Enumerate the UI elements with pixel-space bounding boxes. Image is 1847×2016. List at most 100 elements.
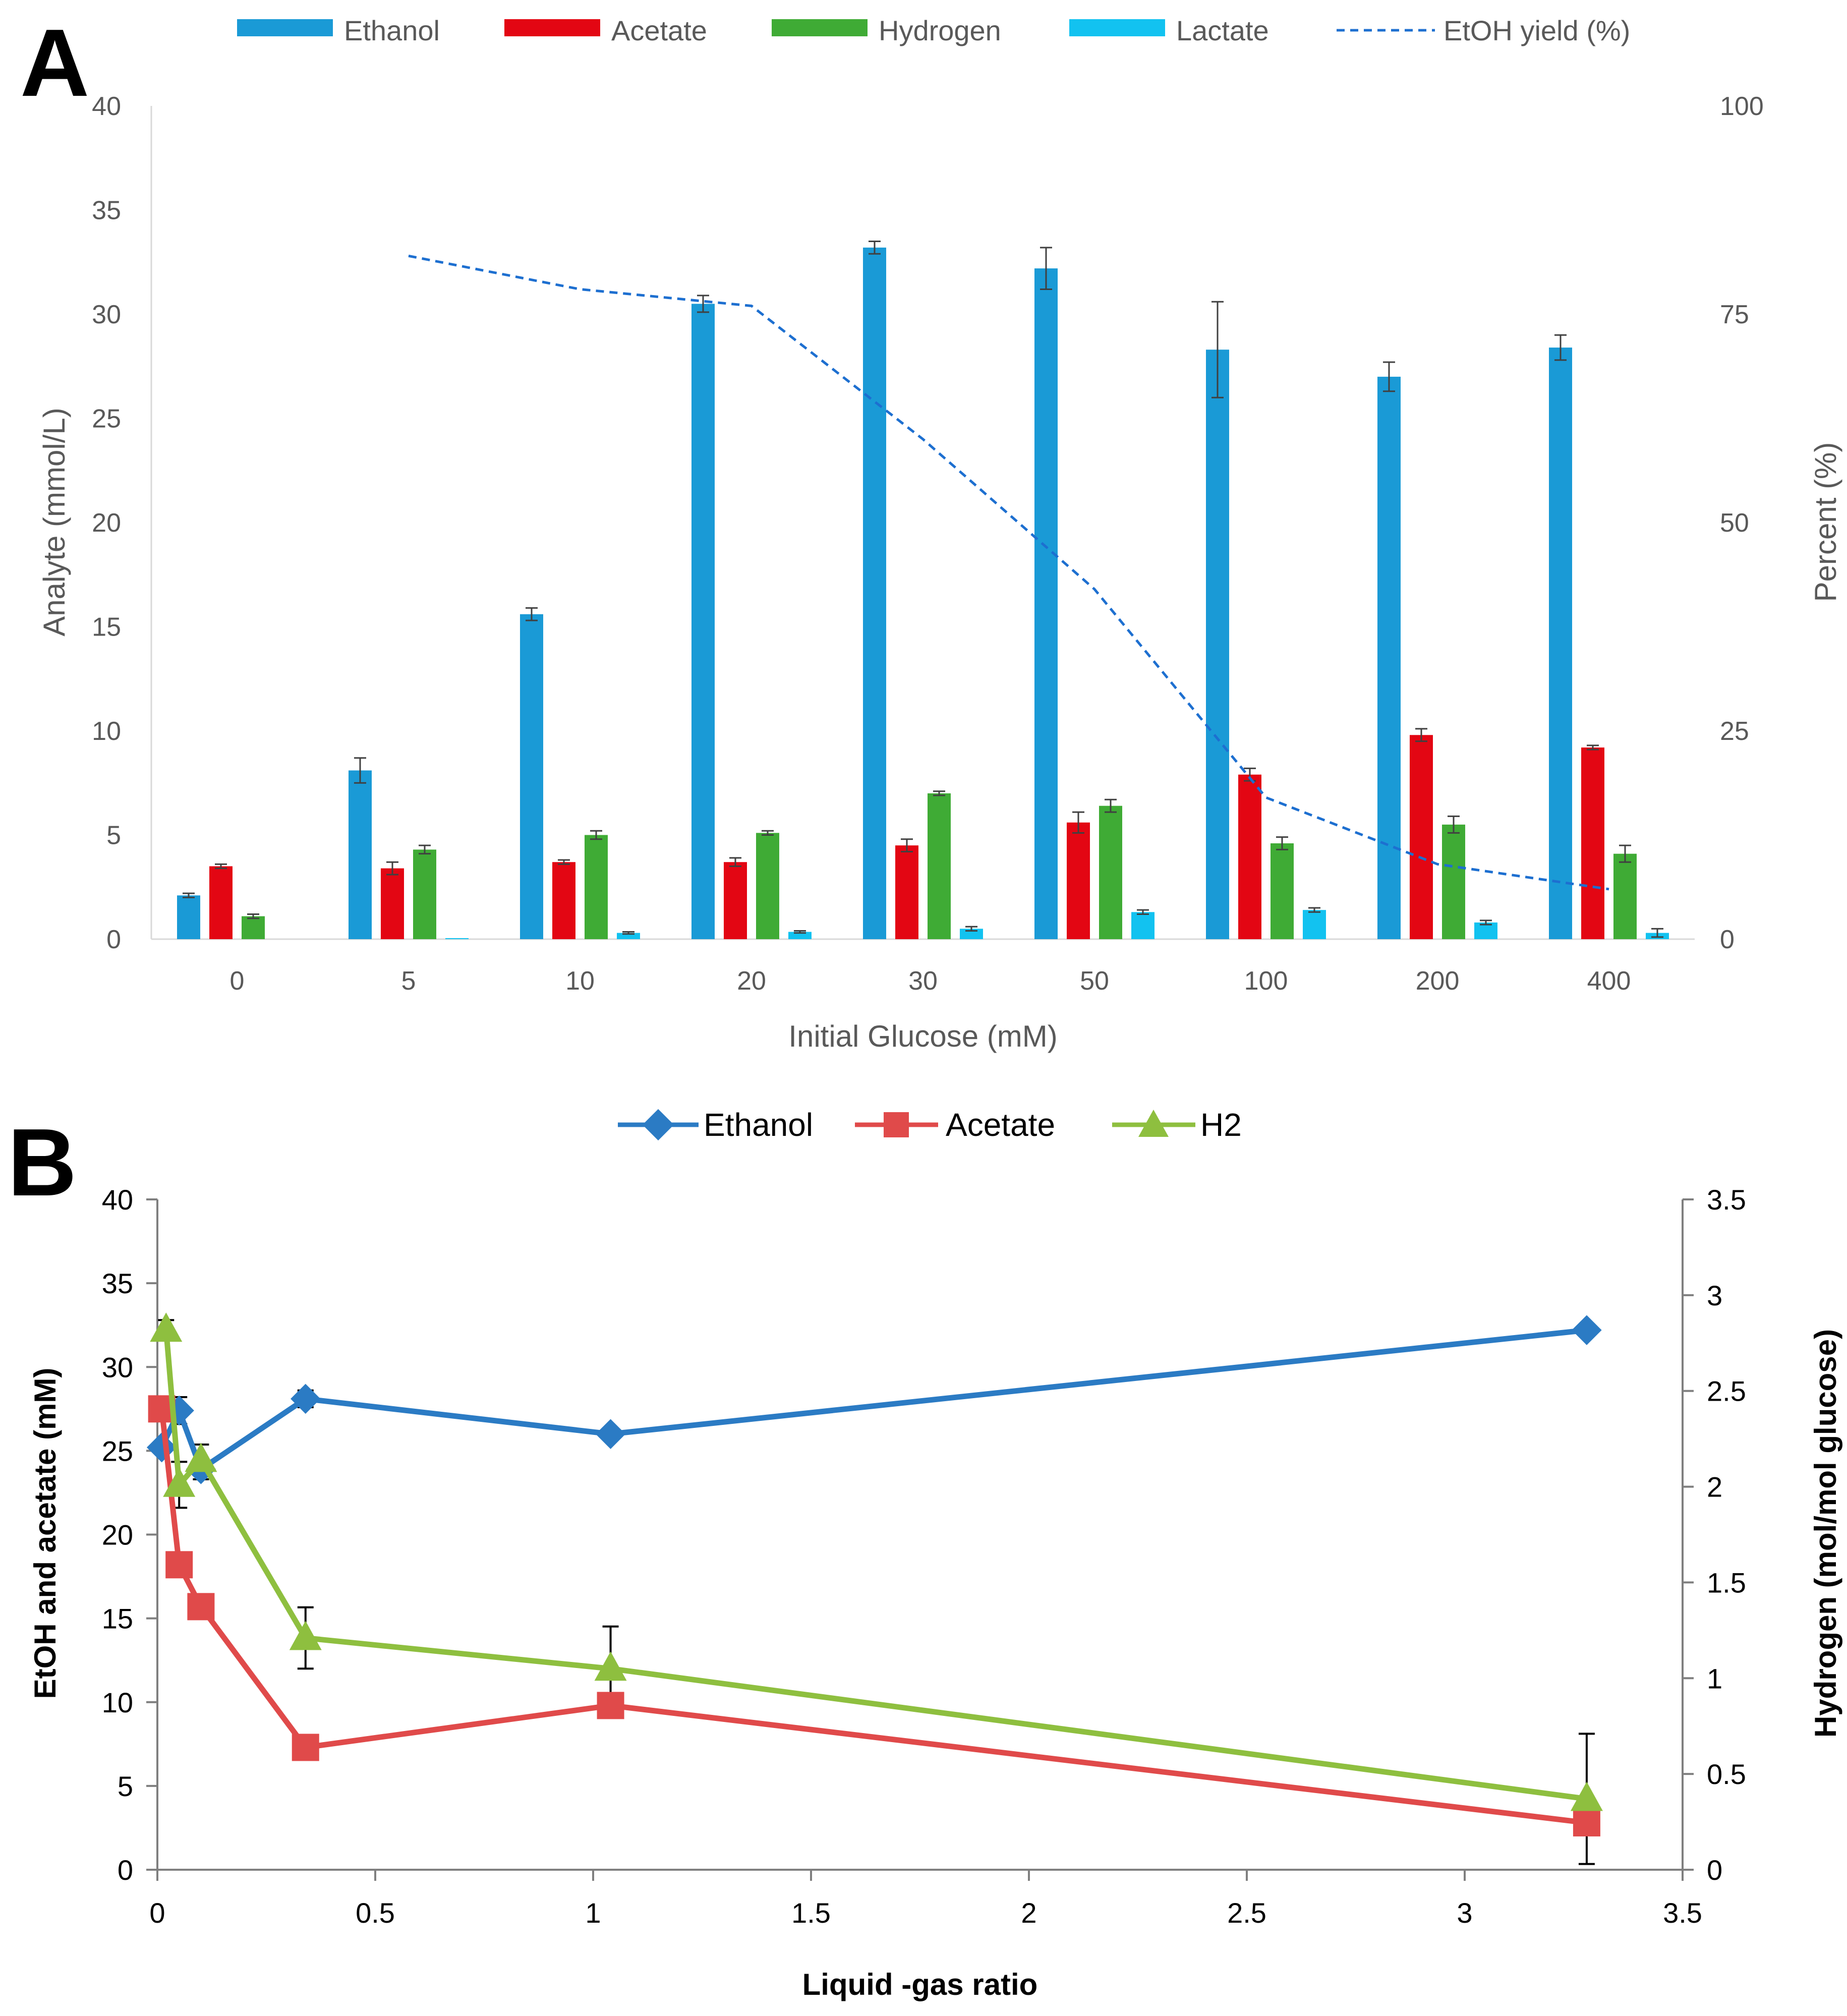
- bar-hydrogen: [928, 793, 951, 939]
- bar-ethanol: [349, 770, 372, 939]
- panel-a-y2-axis-title: Percent (%): [1809, 442, 1842, 602]
- bar-ethanol: [863, 247, 886, 940]
- panel-a-y-tick-label: 20: [92, 508, 121, 538]
- bar-hydrogen: [1442, 824, 1465, 939]
- legend-label-etoh-yield: EtOH yield (%): [1444, 15, 1630, 46]
- panel-a-y-tick-label: 0: [106, 925, 121, 954]
- panel-a-x-tick-label: 30: [908, 966, 938, 996]
- legend-swatch-acetate: [504, 19, 600, 36]
- bar-hydrogen: [585, 835, 608, 939]
- panel-b-y2-tick-label: 2.5: [1707, 1375, 1746, 1407]
- panel-a-y2-tick-label: 75: [1720, 300, 1749, 329]
- point-ethanol: [291, 1384, 321, 1414]
- panel-a-y2-tick-label: 25: [1720, 717, 1749, 746]
- legend-label-h2-b: H2: [1200, 1107, 1242, 1143]
- panel-a-y-tick-label: 5: [106, 821, 121, 850]
- legend-label-lactate: Lactate: [1176, 15, 1269, 46]
- panel-b-x-tick-label: 1: [585, 1897, 601, 1929]
- panel-a-x-tick-label: 10: [565, 966, 595, 996]
- bar-hydrogen: [1271, 843, 1294, 939]
- bar-acetate: [1410, 735, 1433, 939]
- panel-a-x-tick-label: 200: [1416, 966, 1460, 996]
- panel-b-x-tick-label: 2: [1021, 1897, 1036, 1929]
- point-acetate: [597, 1692, 624, 1719]
- bar-lactate: [1303, 910, 1326, 939]
- panel-b-x-tick-label: 0: [149, 1897, 165, 1929]
- panel-a-x-tick-label: 0: [230, 966, 245, 996]
- point-h2: [163, 1467, 196, 1497]
- bar-lactate: [1131, 912, 1155, 939]
- panel-a-y-tick-label: 10: [92, 717, 121, 746]
- bar-ethanol: [1206, 350, 1229, 940]
- panel-b-y2-tick-label: 2: [1707, 1471, 1722, 1503]
- panel-b-x-ticks: 0 0.5 1 1.5 2 2.5 3 3.5: [149, 1870, 1702, 1929]
- legend-swatch-lactate: [1069, 19, 1165, 36]
- panel-a-y2-tick-label: 0: [1720, 925, 1735, 954]
- panel-a-x-tick-label: 400: [1587, 966, 1631, 996]
- panel-a-y-tick-label: 35: [92, 196, 121, 225]
- panel-b-y-tick-label: 20: [102, 1519, 133, 1551]
- panel-b-y2-tick-label: 0.5: [1707, 1758, 1746, 1790]
- panel-a-x-tick-label: 5: [401, 966, 416, 996]
- bar-ethanol: [1034, 268, 1058, 939]
- bar-ethanol: [520, 614, 543, 939]
- legend-label-ethanol-b: Ethanol: [704, 1107, 813, 1143]
- panel-b-y-ticks: 0 5 10 15 20 25 30 35 40: [102, 1184, 157, 1886]
- bar-hydrogen: [1613, 853, 1637, 939]
- panel-a-bars: [177, 240, 1669, 940]
- panel-a-y-tick-label: 30: [92, 300, 121, 329]
- legend-label-acetate-b: Acetate: [946, 1107, 1055, 1143]
- legend-marker-ethanol-b: [642, 1109, 674, 1141]
- point-h2: [289, 1621, 322, 1650]
- point-ethanol: [595, 1419, 626, 1449]
- legend-label-acetate: Acetate: [611, 15, 707, 46]
- legend-swatch-ethanol: [237, 19, 333, 36]
- panel-a-x-tick-label: 20: [737, 966, 766, 996]
- panel-b-y-tick-label: 0: [118, 1854, 133, 1886]
- panel-b-x-tick-label: 3: [1457, 1897, 1472, 1929]
- point-h2: [150, 1312, 183, 1342]
- panel-a-y2-tick-label: 50: [1720, 508, 1749, 538]
- bar-ethanol: [1377, 376, 1401, 939]
- panel-b-y2-tick-label: 3.5: [1707, 1184, 1746, 1216]
- point-ethanol: [1572, 1315, 1602, 1345]
- panel-b-y-tick-label: 25: [102, 1435, 133, 1467]
- series-line-acetate: [159, 1408, 1587, 1826]
- panel-b-y2-tick-label: 1: [1707, 1662, 1722, 1694]
- panel-b-y2-tick-label: 3: [1707, 1280, 1722, 1311]
- panel-b-x-tick-label: 3.5: [1663, 1897, 1702, 1929]
- bar-acetate: [1238, 774, 1261, 939]
- bar-acetate: [1067, 822, 1090, 939]
- series-line-ethanol: [159, 1327, 1587, 1472]
- bar-acetate: [895, 845, 918, 939]
- bar-lactate: [788, 932, 812, 939]
- bar-ethanol: [1549, 348, 1572, 939]
- panel-b-legend: Ethanol Acetate H2: [618, 1107, 1242, 1143]
- bar-acetate: [724, 862, 747, 939]
- legend-swatch-hydrogen: [772, 19, 868, 36]
- panel-a-x-ticks: 0 5 10 20 30 50 100 200 400: [230, 966, 1631, 996]
- panel-b-x-tick-label: 0.5: [356, 1897, 395, 1929]
- panel-a: A Ethanol Acetate Hydrogen Lactate EtOH …: [20, 10, 1842, 1053]
- point-h2: [594, 1651, 627, 1681]
- point-h2: [1570, 1781, 1603, 1811]
- panel-b-y-tick-label: 40: [102, 1184, 133, 1216]
- legend-marker-acetate-b: [884, 1112, 909, 1137]
- panel-a-y-axis-title: Analyte (mmol/L): [37, 408, 71, 636]
- panel-a-legend: Ethanol Acetate Hydrogen Lactate EtOH yi…: [237, 15, 1630, 46]
- panel-b-y-tick-label: 30: [102, 1351, 133, 1383]
- bar-hydrogen: [756, 833, 779, 939]
- panel-a-label: A: [20, 10, 89, 117]
- bar-ethanol: [177, 895, 200, 939]
- panel-a-x-axis-title: Initial Glucose (mM): [788, 1019, 1057, 1053]
- bar-hydrogen: [1099, 805, 1122, 939]
- panel-a-y-tick-label: 25: [92, 405, 121, 434]
- panel-a-x-tick-label: 50: [1080, 966, 1109, 996]
- panel-a-y2-tick-label: 100: [1720, 92, 1764, 121]
- point-acetate: [165, 1551, 193, 1579]
- panel-a-x-tick-label: 100: [1244, 966, 1288, 996]
- panel-b-y-tick-label: 15: [102, 1603, 133, 1635]
- series-line-h2: [163, 1329, 1587, 1802]
